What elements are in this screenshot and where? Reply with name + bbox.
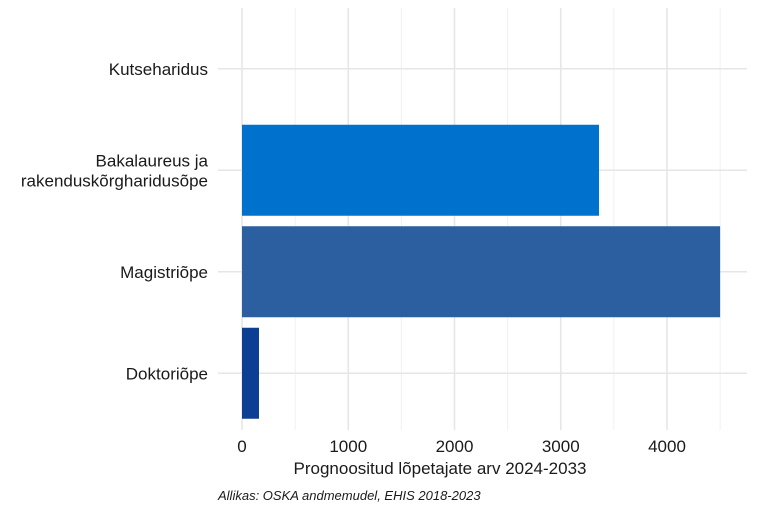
bars xyxy=(242,124,721,419)
x-tick-label: 2000 xyxy=(436,437,474,456)
category-label: Kutseharidus xyxy=(109,60,208,79)
bar xyxy=(242,226,721,318)
category-label: Doktoriõpe xyxy=(126,364,208,383)
bar xyxy=(242,124,599,216)
x-tick-label: 4000 xyxy=(648,437,686,456)
x-tick-label: 1000 xyxy=(329,437,367,456)
x-tick-label: 3000 xyxy=(542,437,580,456)
x-axis-title: Prognoositud lõpetajate arv 2024-2033 xyxy=(294,459,587,478)
category-label: Magistriõpe xyxy=(120,263,208,282)
source-caption: Allikas: OSKA andmemudel, EHIS 2018-2023 xyxy=(217,488,481,503)
category-labels: Kutseharidus Bakalaureus ja rakenduskõrgha… xyxy=(21,60,209,384)
x-tick-label: 0 xyxy=(237,437,246,456)
category-label: Bakalaureus ja rakenduskõrgharidusõpe xyxy=(21,151,209,190)
grid-lines xyxy=(218,8,747,430)
bar xyxy=(242,327,259,419)
x-tick-labels: 0 1000 2000 3000 4000 xyxy=(237,437,686,456)
